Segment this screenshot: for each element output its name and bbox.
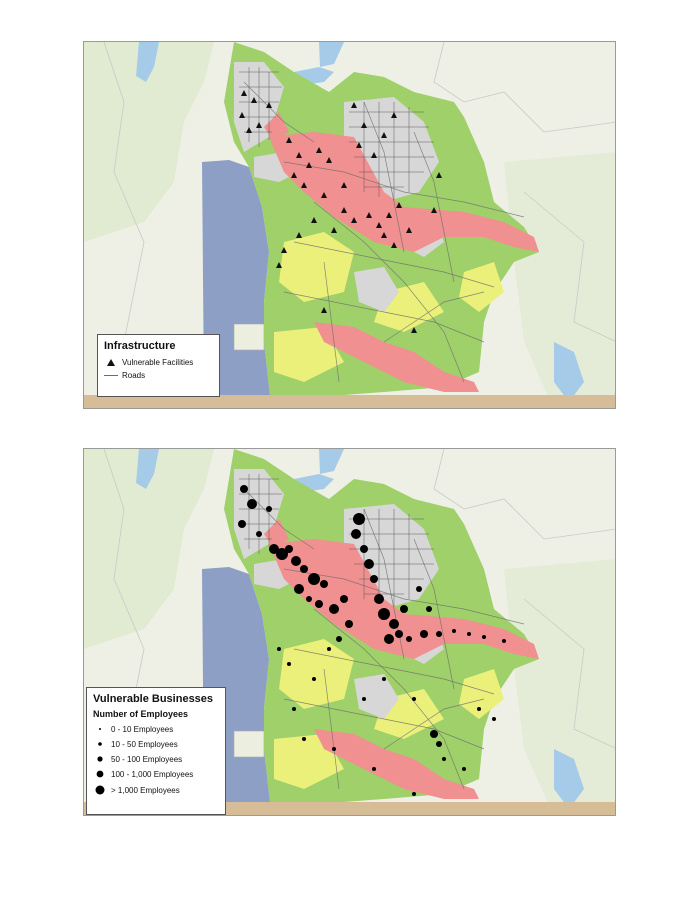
legend-item-label: Vulnerable Facilities <box>122 358 194 367</box>
pier <box>233 730 265 758</box>
vulnerable-businesses <box>238 485 506 796</box>
line-icon <box>104 374 118 377</box>
legend-item: 100 - 1,000 Employees <box>93 769 219 779</box>
map-infrastructure: Infrastructure Vulnerable Facilities Roa… <box>83 41 616 409</box>
dot-icon <box>93 739 107 749</box>
dot-icon <box>93 754 107 764</box>
pier <box>233 323 265 351</box>
legend-item-label: 0 - 10 Employees <box>111 724 174 734</box>
dot-icon <box>93 724 107 734</box>
vulnerable-facilities <box>239 90 442 333</box>
map-businesses: Vulnerable Businesses Number of Employee… <box>83 448 616 816</box>
legend-item: 50 - 100 Employees <box>93 754 219 764</box>
legend-item-facilities: Vulnerable Facilities <box>104 358 213 367</box>
land-tint-left <box>84 449 214 649</box>
dot-icon <box>93 769 107 779</box>
high-risk-zones <box>264 519 539 799</box>
land-tint-left <box>84 42 214 242</box>
legend-item-label: 100 - 1,000 Employees <box>111 769 194 779</box>
legend-title: Infrastructure <box>104 340 176 352</box>
legend-item-roads: Roads <box>104 371 213 380</box>
legend-item: > 1,000 Employees <box>93 784 219 796</box>
legend-item: 0 - 10 Employees <box>93 724 219 734</box>
legend-infrastructure: Infrastructure Vulnerable Facilities Roa… <box>97 334 220 397</box>
legend-title: Vulnerable Businesses <box>93 693 214 705</box>
dot-icon <box>93 784 107 796</box>
land-tint-right <box>504 559 615 815</box>
legend-item-label: > 1,000 Employees <box>111 785 180 795</box>
triangle-icon <box>104 359 118 366</box>
legend-businesses: Vulnerable Businesses Number of Employee… <box>86 687 226 815</box>
legend-subtitle: Number of Employees <box>93 709 189 719</box>
land-tint-right <box>504 152 615 408</box>
legend-item: 10 - 50 Employees <box>93 739 219 749</box>
legend-item-label: 10 - 50 Employees <box>111 739 178 749</box>
map-bottom-strip <box>84 395 615 408</box>
map-infrastructure-canvas <box>84 42 615 408</box>
legend-item-label: 50 - 100 Employees <box>111 754 183 764</box>
urban-street-grid <box>239 474 434 607</box>
legend-item-label: Roads <box>122 371 146 380</box>
high-risk-zones <box>264 112 539 392</box>
